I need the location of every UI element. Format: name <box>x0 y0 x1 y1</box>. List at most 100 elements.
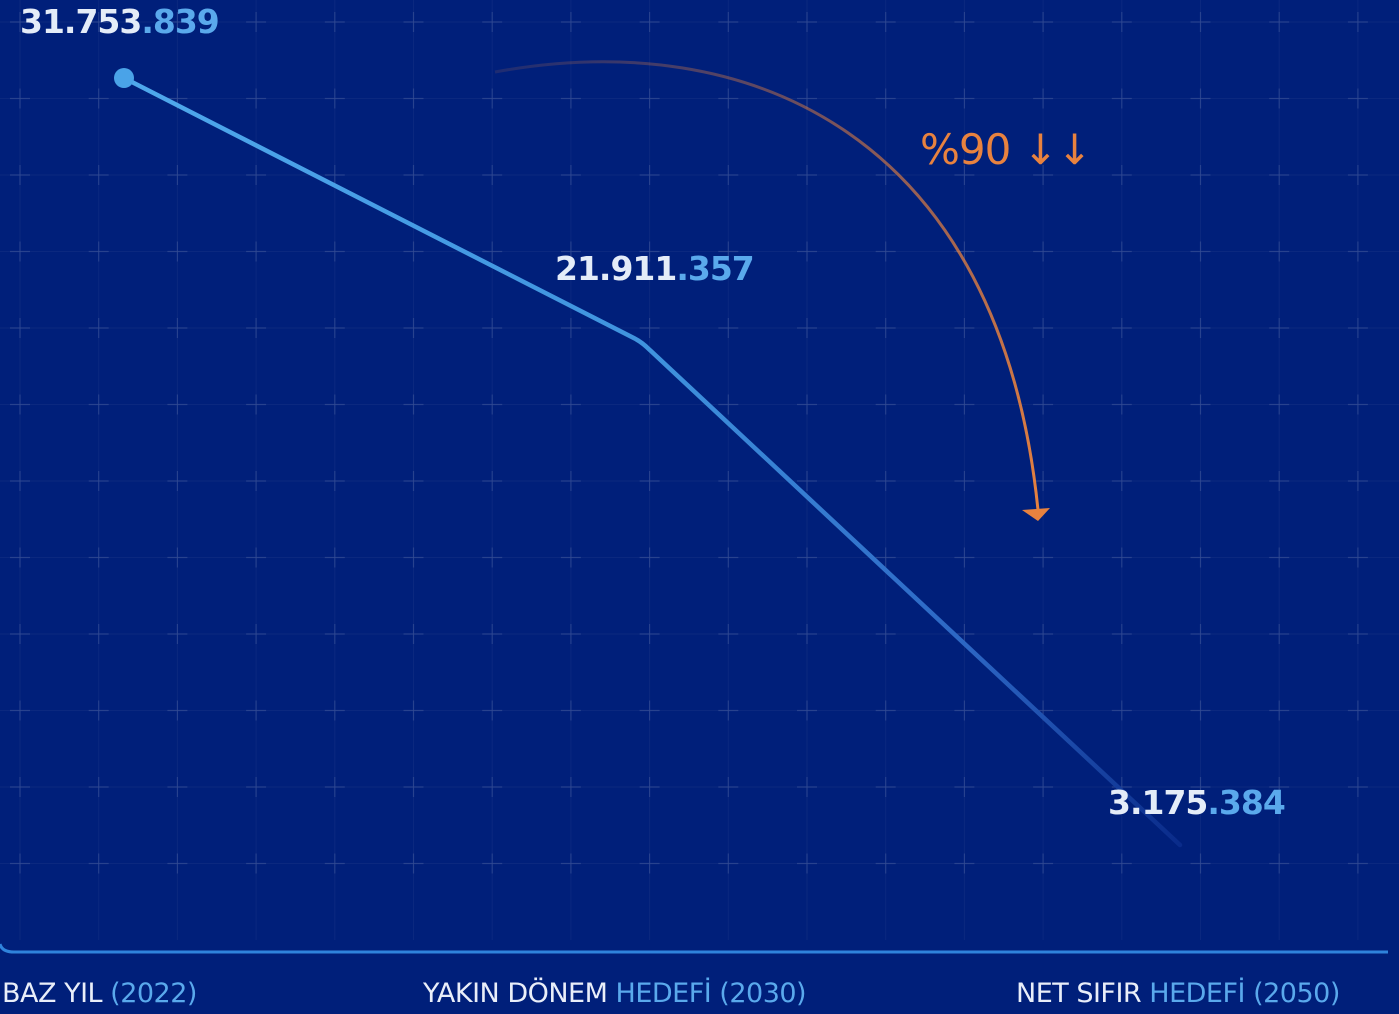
grid-cross <box>325 12 345 32</box>
grid-cross <box>246 777 266 797</box>
grid-cross <box>1112 12 1132 32</box>
grid-cross <box>10 165 30 185</box>
grid-cross <box>561 395 581 415</box>
grid-cross <box>482 701 502 721</box>
grid-cross <box>246 548 266 568</box>
grid-cross <box>167 165 187 185</box>
grid-cross <box>797 242 817 262</box>
grid-cross <box>1191 395 1211 415</box>
grid-cross <box>797 395 817 415</box>
grid-cross <box>954 777 974 797</box>
grid-cross <box>246 471 266 491</box>
grid-cross <box>954 318 974 338</box>
grid-cross <box>1033 318 1053 338</box>
grid-cross <box>325 395 345 415</box>
grid-cross <box>246 242 266 262</box>
x-tick-label-0: BAZ YIL (2022) <box>2 978 197 1009</box>
grid-cross <box>640 471 660 491</box>
grid-cross <box>167 242 187 262</box>
grid-cross <box>1191 89 1211 109</box>
grid-cross <box>640 777 660 797</box>
data-label-2: 3.175.384 <box>1108 783 1285 822</box>
grid-cross <box>482 395 502 415</box>
grid-cross <box>404 548 424 568</box>
grid-cross <box>246 165 266 185</box>
grid-cross <box>876 395 896 415</box>
x-tick-main: NET SIFIR <box>1016 978 1141 1009</box>
grid-cross <box>1269 89 1289 109</box>
reduction-arrow: %90 ↓↓ <box>495 62 1091 521</box>
grid-cross <box>1191 854 1211 874</box>
grid-cross <box>718 548 738 568</box>
grid-cross <box>1348 165 1368 185</box>
data-label-0: 31.753.839 <box>20 2 219 41</box>
grid-cross <box>876 242 896 262</box>
grid-cross <box>246 701 266 721</box>
grid-cross <box>325 89 345 109</box>
data-label-1: 21.911.357 <box>555 249 754 288</box>
grid-cross <box>640 854 660 874</box>
grid-cross <box>482 242 502 262</box>
grid-cross <box>954 12 974 32</box>
grid-cross <box>89 624 109 644</box>
grid-cross <box>246 395 266 415</box>
grid-cross <box>640 548 660 568</box>
grid-cross <box>797 777 817 797</box>
grid-cross <box>325 242 345 262</box>
grid-cross <box>89 89 109 109</box>
grid-cross <box>10 548 30 568</box>
grid-cross <box>1191 242 1211 262</box>
x-tick-detail: HEDEFİ (2030) <box>616 978 807 1009</box>
grid-cross <box>404 701 424 721</box>
grid-cross <box>167 777 187 797</box>
grid-cross <box>246 854 266 874</box>
x-tick-main: BAZ YIL <box>2 978 102 1009</box>
grid-cross <box>1191 701 1211 721</box>
grid-cross <box>10 242 30 262</box>
grid-cross <box>1348 318 1368 338</box>
grid-cross <box>640 701 660 721</box>
grid-cross <box>325 624 345 644</box>
grid-cross <box>561 548 581 568</box>
grid-cross <box>1191 165 1211 185</box>
reduction-arrow-head <box>1022 508 1050 521</box>
grid-cross <box>10 395 30 415</box>
grid-cross <box>1112 854 1132 874</box>
grid-cross <box>640 89 660 109</box>
grid-cross <box>1033 89 1053 109</box>
grid-cross <box>404 89 424 109</box>
grid-cross <box>561 854 581 874</box>
grid-cross <box>325 777 345 797</box>
grid-cross <box>1033 395 1053 415</box>
grid-cross <box>89 395 109 415</box>
grid-cross <box>167 624 187 644</box>
grid-cross <box>10 624 30 644</box>
grid-cross <box>1112 89 1132 109</box>
grid-cross <box>797 624 817 644</box>
grid-cross <box>325 854 345 874</box>
grid-cross <box>482 165 502 185</box>
x-tick-label-2: NET SIFIR HEDEFİ (2050) <box>1016 978 1340 1009</box>
grid-cross <box>1348 242 1368 262</box>
grid-cross <box>1033 777 1053 797</box>
grid-cross <box>561 12 581 32</box>
grid-cross <box>1033 854 1053 874</box>
grid-cross <box>1112 624 1132 644</box>
grid-cross <box>246 624 266 644</box>
grid-cross <box>325 548 345 568</box>
grid-cross <box>482 854 502 874</box>
grid-cross <box>1033 242 1053 262</box>
grid-cross <box>876 624 896 644</box>
grid-cross <box>561 89 581 109</box>
grid-cross <box>1348 854 1368 874</box>
reduction-annotation: %90 ↓↓ <box>920 125 1091 174</box>
grid-cross <box>482 471 502 491</box>
grid-cross <box>797 12 817 32</box>
grid-cross <box>1269 701 1289 721</box>
grid-cross <box>876 318 896 338</box>
grid-cross <box>640 12 660 32</box>
grid-cross <box>482 12 502 32</box>
grid-cross <box>167 318 187 338</box>
x-tick-detail: (2022) <box>110 978 197 1009</box>
